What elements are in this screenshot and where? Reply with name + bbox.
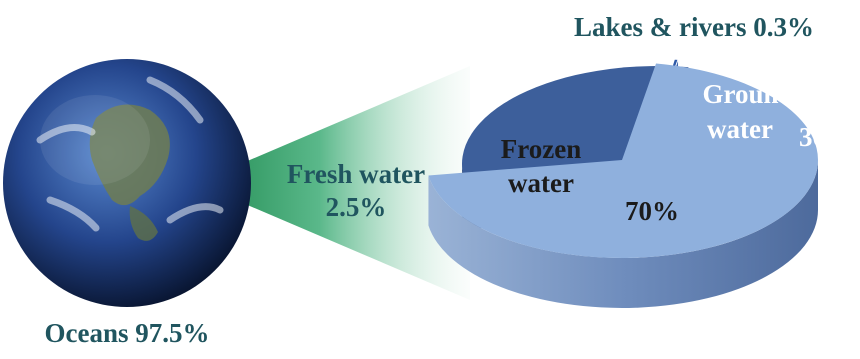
slice-frozen-side: [428, 160, 818, 308]
slice-frozen-top: [428, 63, 818, 258]
slice-value-ground: 30%: [799, 122, 853, 152]
oceans-label: Oceans 97.5%: [45, 318, 210, 348]
slice-label-lakes-rivers: Lakes & rivers 0.3%: [574, 12, 814, 42]
slice-label-frozen-line2: water: [508, 168, 574, 198]
fresh-water-wedge: [196, 66, 470, 300]
slice-label-ground-line1: Ground: [702, 79, 793, 109]
slice-frozen: [428, 63, 818, 308]
earth-globe: [3, 59, 251, 307]
pie-chart: [428, 58, 818, 308]
fresh-water-value: 2.5%: [326, 192, 387, 222]
slice-label-frozen-line1: Frozen: [501, 134, 581, 164]
slice-label-ground-line2: water: [707, 114, 773, 144]
fresh-water-label: Fresh water: [287, 159, 425, 189]
slice-value-frozen: 70%: [625, 196, 679, 226]
